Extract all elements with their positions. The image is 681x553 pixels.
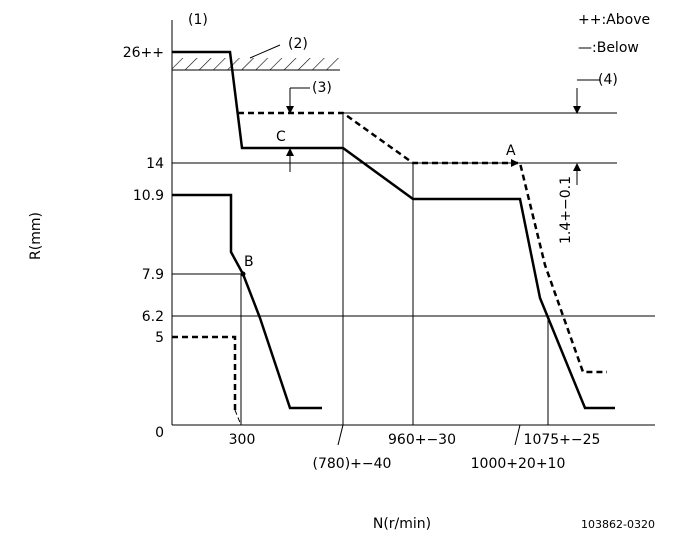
y-label: 7.9 (142, 267, 164, 283)
x-label: 960+−30 (388, 432, 456, 448)
y-axis-title: R(mm) (28, 212, 44, 260)
y-label: 10.9 (133, 188, 164, 204)
point-label: C (276, 129, 286, 145)
x-label: 1000+20+10 (471, 456, 566, 472)
x-label: 1075+−25 (524, 432, 601, 448)
y-label: 6.2 (142, 309, 164, 325)
ref-label: (2) (288, 36, 308, 52)
ref-label: (4) (598, 72, 618, 88)
point-label: A (506, 143, 516, 159)
ref-label: (3) (312, 80, 332, 96)
guides (172, 44, 655, 446)
x-label: (780)+−40 (313, 456, 392, 472)
legend-below: —:Below (578, 40, 639, 56)
drawing-id: 103862-0320 (581, 518, 655, 531)
y-label: 5 (155, 330, 164, 346)
curves (172, 50, 615, 426)
legend-above: ++:Above (578, 12, 650, 28)
x-label: 300 (229, 432, 256, 448)
ref-label: (1) (188, 12, 208, 28)
x-axis-title: N(r/min) (373, 516, 431, 532)
y-label: 0 (155, 425, 164, 441)
y-label: 14 (146, 156, 164, 172)
y-label: 26++ (123, 45, 164, 61)
point-label: B (244, 254, 254, 270)
tolerance-label: 1.4+−0.1 (558, 176, 574, 244)
